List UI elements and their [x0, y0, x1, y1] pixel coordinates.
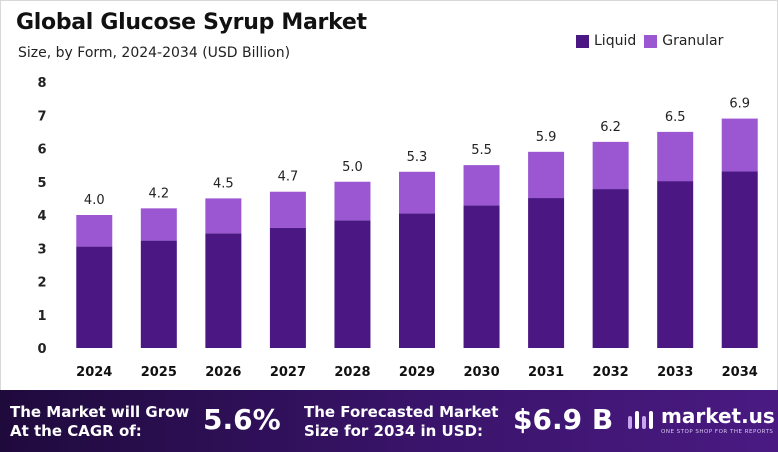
legend-swatch-liquid — [576, 34, 589, 48]
bar-total-label: 6.5 — [665, 110, 686, 125]
bar-liquid-2034 — [721, 171, 758, 348]
y-tick-label: 2 — [37, 276, 46, 291]
x-tick-label: 2028 — [334, 365, 370, 380]
brand-name: market.us — [661, 404, 775, 428]
bar-liquid-2032 — [592, 189, 629, 348]
bar-granular-2024 — [76, 215, 113, 247]
bar-granular-2034 — [721, 118, 758, 172]
x-tick-label: 2034 — [722, 365, 758, 380]
cagr-value: 5.6% — [203, 403, 281, 436]
bar-total-label: 5.5 — [471, 143, 492, 158]
footer-banner: The Market will Grow At the CAGR of: 5.6… — [0, 390, 778, 452]
y-tick-label: 1 — [37, 309, 46, 324]
bar-granular-2033 — [657, 131, 694, 182]
cagr-label-line2: At the CAGR of: — [10, 422, 142, 440]
bar-liquid-2028 — [334, 220, 371, 348]
y-tick-label: 5 — [37, 176, 46, 191]
bar-liquid-2027 — [269, 227, 306, 348]
bar-total-label: 6.9 — [729, 97, 750, 112]
chart-legend: Liquid Granular — [576, 33, 723, 49]
bar-chart: 0 1 2 3 4 5 6 7 8 4.0 2024 4.2 2025 4.5 2026 4.7 2027 5.0… — [37, 76, 758, 380]
bar-granular-2031 — [528, 151, 565, 199]
forecast-value: $6.9 B — [513, 403, 614, 436]
bar-total-label: 4.7 — [278, 170, 299, 185]
x-tick-label: 2031 — [528, 365, 564, 380]
bar-liquid-2026 — [205, 233, 242, 348]
cagr-label: The Market will Grow At the CAGR of: — [10, 403, 189, 441]
y-tick-label: 7 — [37, 109, 46, 124]
bar-total-label: 4.0 — [84, 193, 105, 208]
bar-liquid-2024 — [76, 246, 113, 348]
bar-granular-2029 — [399, 171, 435, 214]
x-tick-label: 2033 — [657, 365, 693, 380]
chart-title: Global Glucose Syrup Market — [16, 10, 367, 35]
y-tick-label: 8 — [37, 76, 46, 91]
x-tick-label: 2027 — [270, 365, 306, 380]
bar-liquid-2030 — [463, 205, 500, 348]
y-tick-label: 0 — [37, 342, 46, 357]
legend-item-granular: Granular — [644, 33, 723, 49]
bar-granular-2025 — [140, 208, 177, 241]
chart-subtitle: Size, by Form, 2024-2034 (USD Billion) — [18, 45, 291, 61]
legend-swatch-granular — [644, 34, 658, 48]
y-tick-label: 4 — [37, 209, 46, 224]
x-tick-label: 2026 — [205, 365, 241, 380]
bar-total-label: 5.3 — [407, 150, 428, 165]
forecast-label-line2: Size for 2034 in USD: — [304, 422, 483, 440]
y-tick-label: 6 — [37, 143, 46, 158]
bar-total-label: 5.9 — [536, 130, 557, 145]
bar-granular-2026 — [205, 198, 242, 234]
legend-label-liquid: Liquid — [594, 33, 637, 49]
legend-label-granular: Granular — [662, 33, 724, 49]
bar-total-label: 4.5 — [213, 176, 234, 191]
legend-item-liquid: Liquid — [576, 33, 636, 49]
y-tick-label: 3 — [37, 242, 46, 257]
bar-liquid-2025 — [140, 240, 177, 348]
cagr-label-line1: The Market will Grow — [10, 403, 190, 421]
x-tick-label: 2032 — [593, 365, 629, 380]
x-tick-label: 2024 — [76, 365, 112, 380]
bar-total-label: 5.0 — [342, 160, 363, 175]
bar-granular-2032 — [592, 141, 629, 190]
x-tick-label: 2029 — [399, 365, 435, 380]
x-tick-label: 2030 — [463, 365, 499, 380]
bar-liquid-2031 — [528, 198, 565, 348]
bar-granular-2027 — [269, 191, 306, 228]
forecast-label-line1: The Forecasted Market — [304, 403, 499, 421]
bar-liquid-2033 — [657, 181, 694, 348]
bar-granular-2028 — [334, 181, 371, 221]
bar-total-label: 6.2 — [600, 120, 621, 135]
forecast-label: The Forecasted Market Size for 2034 in U… — [304, 403, 498, 441]
bar-liquid-2029 — [399, 213, 435, 348]
bar-total-label: 4.2 — [148, 186, 169, 201]
market-us-logo-icon — [628, 410, 653, 429]
bar-granular-2030 — [463, 165, 500, 206]
x-tick-label: 2025 — [141, 365, 177, 380]
brand-tagline: ONE STOP SHOP FOR THE REPORTS — [661, 429, 774, 435]
brand-logo: market.us ONE STOP SHOP FOR THE REPORTS — [626, 404, 775, 435]
